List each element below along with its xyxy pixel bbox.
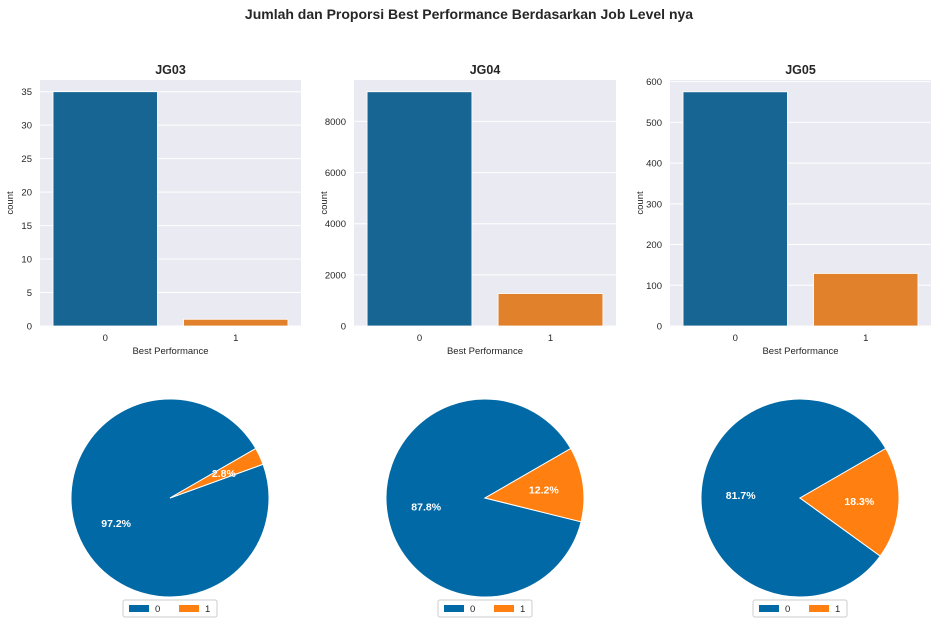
x-axis-label: Best Performance [132, 346, 208, 357]
pie-slice-1 [483, 447, 585, 523]
y-axis-label: count [319, 191, 330, 215]
legend-swatch-1 [179, 605, 199, 612]
x-tick-label: 0 [733, 333, 738, 344]
pie-chart-2: 87.8%12.2%0 1 [385, 398, 585, 618]
legend-swatch-0 [444, 605, 464, 612]
y-tick-label: 6000 [325, 168, 346, 179]
y-tick-label: 300 [646, 199, 662, 210]
legend-label: 0 [470, 604, 475, 615]
legend-label: 0 [785, 604, 790, 615]
bar-chart-jg05: 0 100 200 300 400 500 600 0 1 JG05 Best Performanc… [635, 63, 931, 357]
chart-title: JG05 [785, 63, 816, 77]
x-tick-label: 1 [548, 333, 553, 344]
pie-chart-3: 81.7%18.3%0 1 [700, 398, 900, 618]
y-tick-label: 8000 [325, 117, 346, 128]
bar-chart-jg03: 0 5 10 15 20 25 30 35 0 1 JG03 Best Performance coun… [5, 63, 301, 357]
x-tick-label: 1 [233, 333, 238, 344]
legend-box [437, 599, 533, 618]
x-axis-label: Best Performance [762, 346, 838, 357]
x-tick-label: 1 [863, 333, 868, 344]
pie-value-label: 87.8% [411, 501, 441, 513]
y-tick-label: 10 [21, 255, 32, 266]
x-axis-label: Best Performance [447, 346, 523, 357]
pie-value-label: 18.3% [844, 496, 874, 508]
legend-box [752, 599, 848, 618]
pie-slice-1 [799, 447, 900, 557]
y-tick-label: 200 [646, 240, 662, 251]
y-axis-label: count [635, 191, 646, 215]
x-tick-label: 0 [103, 333, 108, 344]
y-tick-label: 30 [21, 121, 32, 132]
y-tick-label: 0 [657, 322, 662, 333]
y-tick-label: 5 [27, 288, 32, 299]
y-tick-label: 400 [646, 159, 662, 170]
pie-value-label: 12.2% [529, 485, 559, 497]
y-tick-label: 0 [341, 322, 346, 333]
bar-0 [366, 91, 473, 327]
y-tick-label: 500 [646, 118, 662, 129]
figure-title: Jumlah dan Proporsi Best Performance Ber… [245, 6, 693, 22]
bar-1 [813, 273, 919, 327]
y-axis-label: count [5, 191, 16, 215]
bar-1 [183, 318, 289, 327]
y-tick-label: 100 [646, 281, 662, 292]
pie-value-label: 97.2% [101, 518, 131, 530]
pie-value-label: 81.7% [726, 490, 756, 502]
legend-swatch-0 [129, 605, 149, 612]
y-tick-label: 20 [21, 188, 32, 199]
bar-0 [682, 91, 788, 327]
pie-slice-0 [385, 398, 582, 598]
y-tick-label: 35 [21, 87, 32, 98]
pie-chart-1: 97.2%2.8%0 1 [70, 398, 270, 618]
y-tick-label: 25 [21, 154, 32, 165]
y-tick-label: 2000 [325, 270, 346, 281]
y-tick-label: 4000 [325, 219, 346, 230]
y-tick-label: 15 [21, 221, 32, 232]
y-tick-label: 0 [27, 322, 32, 333]
legend-label: 0 [155, 604, 160, 615]
pie-slice-1 [169, 447, 264, 499]
legend-box [122, 599, 218, 618]
chart-title: JG03 [155, 63, 186, 77]
bar-0 [52, 91, 158, 327]
y-tick-label: 600 [646, 77, 662, 88]
legend-swatch-0 [759, 605, 779, 612]
legend-label: 1 [205, 604, 210, 615]
legend-swatch-1 [494, 605, 514, 612]
bar-chart-jg04: 0 2000 4000 6000 8000 0 1 JG04 Best Performance c… [319, 63, 616, 357]
pie-value-label: 2.8% [212, 468, 237, 480]
pie-slice-0 [700, 398, 887, 598]
legend-label: 1 [520, 604, 525, 615]
bar-1 [497, 293, 604, 327]
legend-label: 1 [835, 604, 840, 615]
x-tick-label: 0 [417, 333, 422, 344]
legend-swatch-1 [809, 605, 829, 612]
chart-title: JG04 [470, 63, 501, 77]
